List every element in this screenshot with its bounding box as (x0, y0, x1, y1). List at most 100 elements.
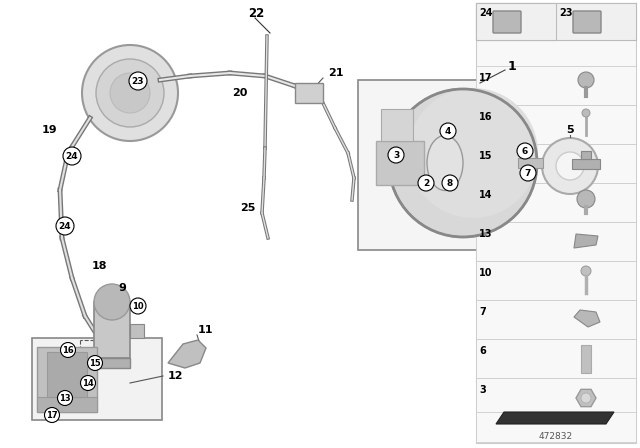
Text: 16: 16 (479, 112, 493, 122)
Text: 13: 13 (479, 229, 493, 239)
Circle shape (82, 45, 178, 141)
Circle shape (418, 175, 434, 191)
Polygon shape (574, 234, 598, 248)
Bar (476, 300, 636, 339)
Circle shape (56, 217, 74, 235)
Text: 18: 18 (92, 261, 108, 271)
Text: 3: 3 (393, 151, 399, 159)
Polygon shape (496, 412, 614, 424)
Text: 3: 3 (479, 385, 486, 395)
Circle shape (542, 138, 598, 194)
Text: 21: 21 (328, 68, 344, 78)
Text: 24: 24 (59, 221, 71, 231)
Circle shape (94, 284, 130, 320)
Circle shape (581, 266, 591, 276)
Text: 13: 13 (59, 393, 71, 402)
Bar (476, 339, 636, 378)
Text: 2: 2 (423, 178, 429, 188)
Text: 10: 10 (132, 302, 144, 310)
Text: 23: 23 (132, 77, 144, 86)
Bar (37, 397, 97, 412)
Text: 19: 19 (42, 125, 58, 135)
Circle shape (45, 408, 60, 422)
Text: 20: 20 (232, 88, 248, 98)
Circle shape (440, 123, 456, 139)
Text: 8: 8 (447, 178, 453, 188)
Text: 24: 24 (479, 8, 493, 18)
Circle shape (81, 375, 95, 391)
Circle shape (520, 165, 536, 181)
Circle shape (388, 147, 404, 163)
Polygon shape (574, 310, 600, 327)
Bar (476, 144, 636, 183)
Ellipse shape (427, 135, 463, 190)
Polygon shape (168, 340, 206, 368)
FancyBboxPatch shape (573, 11, 601, 33)
Circle shape (129, 72, 147, 90)
Circle shape (581, 393, 591, 403)
Polygon shape (572, 159, 600, 169)
Bar (358, 80, 536, 250)
Bar (130, 324, 144, 338)
Text: 22: 22 (248, 7, 264, 20)
Circle shape (442, 175, 458, 191)
Circle shape (556, 152, 584, 180)
Text: 472832: 472832 (539, 432, 573, 441)
Text: 15: 15 (89, 358, 101, 367)
Bar (295, 83, 323, 103)
Text: 25: 25 (240, 203, 255, 213)
Bar (476, 3, 636, 443)
Text: 14: 14 (479, 190, 493, 200)
Text: 24: 24 (66, 151, 78, 160)
Bar (381, 109, 413, 141)
Bar (476, 105, 636, 144)
Text: 4: 4 (445, 126, 451, 135)
FancyBboxPatch shape (493, 11, 521, 33)
Bar (476, 183, 636, 222)
Circle shape (63, 147, 81, 165)
Circle shape (582, 109, 590, 117)
Text: 14: 14 (82, 379, 94, 388)
Bar (476, 412, 636, 442)
Circle shape (577, 190, 595, 208)
Circle shape (96, 59, 164, 127)
Ellipse shape (408, 88, 538, 218)
Circle shape (110, 73, 150, 113)
Circle shape (578, 72, 594, 88)
Circle shape (517, 143, 533, 159)
Bar (476, 3, 636, 40)
Bar (476, 261, 636, 300)
Bar (47, 352, 87, 397)
Bar (94, 302, 130, 358)
Text: 7: 7 (525, 168, 531, 177)
Text: 17: 17 (46, 410, 58, 419)
Text: 1: 1 (508, 60, 516, 73)
Bar (376, 141, 424, 185)
Circle shape (61, 343, 76, 358)
Ellipse shape (389, 89, 537, 237)
Bar (476, 222, 636, 261)
Text: 6: 6 (522, 146, 528, 155)
Bar (37, 347, 97, 412)
Bar (32, 338, 162, 420)
Bar (476, 3, 556, 40)
Text: 16: 16 (62, 345, 74, 354)
Polygon shape (576, 389, 596, 407)
Text: 5: 5 (566, 125, 574, 135)
Bar (476, 378, 636, 417)
Text: 23: 23 (559, 8, 573, 18)
Bar (581, 345, 591, 373)
Bar (581, 151, 591, 159)
Bar (518, 158, 543, 168)
Text: 15: 15 (479, 151, 493, 161)
Circle shape (58, 391, 72, 405)
Text: 10: 10 (479, 268, 493, 278)
Text: 6: 6 (479, 346, 486, 356)
Circle shape (130, 298, 146, 314)
Bar (94, 358, 130, 368)
Text: 12: 12 (168, 371, 184, 381)
Text: 9: 9 (118, 283, 126, 293)
Text: 7: 7 (479, 307, 486, 317)
Text: 17: 17 (479, 73, 493, 83)
Circle shape (88, 356, 102, 370)
